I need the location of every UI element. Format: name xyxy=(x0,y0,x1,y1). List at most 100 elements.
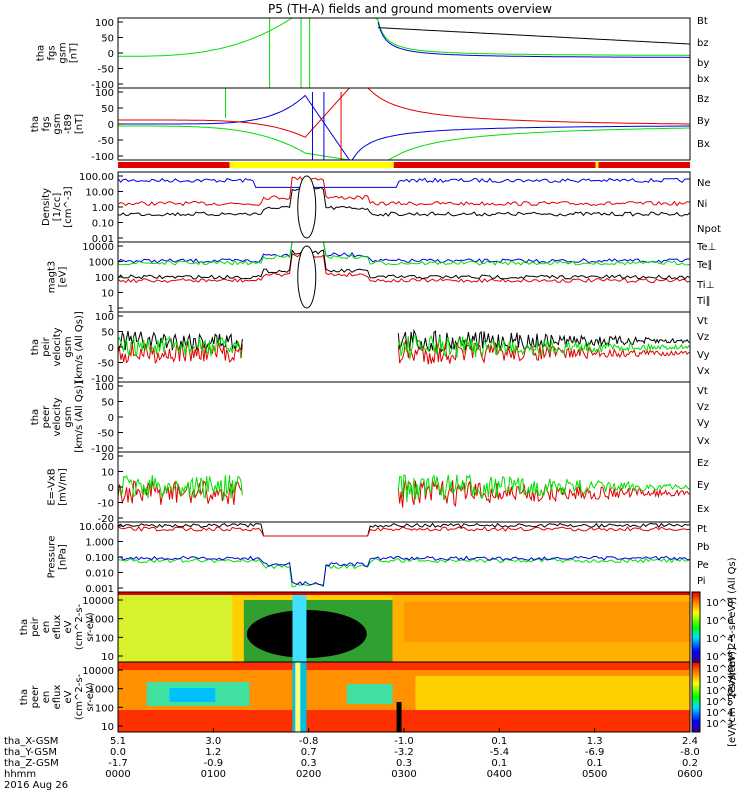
y-tick-label: 0 xyxy=(108,483,114,494)
y-tick-label: -50 xyxy=(98,359,114,370)
legend-ez: Ez xyxy=(697,458,709,469)
legend-pi: Pi xyxy=(697,576,706,587)
y-axis-label: eV xyxy=(63,690,74,703)
y-tick-label: -100 xyxy=(91,80,114,91)
y-tick-label: 0.001 xyxy=(85,584,114,595)
y-tick-label: 0.010 xyxy=(85,569,114,580)
series-ti-par-line xyxy=(117,241,691,266)
x-axis-value: 0.3 xyxy=(396,758,412,769)
legend-vt: Vt xyxy=(697,386,708,397)
y-axis-label: (cm^2-s- xyxy=(74,673,85,720)
spectrogram-region xyxy=(118,592,690,595)
y-axis-label: -t89 xyxy=(63,114,74,134)
x-axis-value: 0.1 xyxy=(587,758,603,769)
y-axis-label: gsm xyxy=(58,42,69,63)
series-bt-line xyxy=(377,27,691,45)
x-axis-value: -0.9 xyxy=(204,758,224,769)
y-tick-label: -100 xyxy=(91,152,114,163)
spectrogram-region xyxy=(404,602,690,642)
y-axis-label: eV xyxy=(63,620,74,633)
y-tick-label: 10 xyxy=(101,289,114,300)
y-tick-label: 10000 xyxy=(82,242,114,253)
series-te-par-line xyxy=(117,249,691,280)
legend-bz: Bz xyxy=(697,94,709,105)
series-bx-line xyxy=(118,94,690,161)
mode-bar xyxy=(118,162,690,168)
y-axis-label: (cm^2-s- xyxy=(74,603,85,650)
x-axis-value: 1.2 xyxy=(205,747,221,758)
y-axis-label: tha xyxy=(30,116,41,132)
y-tick-label: -20 xyxy=(98,514,114,525)
y-axis-label: [eV] xyxy=(58,267,69,288)
colorbar-tick: 10^3 xyxy=(706,719,733,730)
plot-title: P5 (TH-A) fields and ground moments over… xyxy=(268,2,552,16)
series-ni-line xyxy=(118,186,691,217)
y-axis-label: gsm xyxy=(63,336,74,357)
series-by-line xyxy=(118,17,690,57)
series-te-perp-line xyxy=(117,253,691,284)
colorbar-tick: 10^8 xyxy=(706,598,733,609)
series-vt-noise xyxy=(397,328,691,353)
y-tick-label: 10 xyxy=(101,722,114,733)
series-pb-line xyxy=(117,526,691,537)
series-pt-line xyxy=(117,522,691,537)
x-axis-value: 0.2 xyxy=(682,758,698,769)
y-axis-label: [nT] xyxy=(74,114,85,134)
series-by-line xyxy=(118,125,690,161)
y-axis-label: sr-eV) xyxy=(85,612,96,641)
mode-bar-segment xyxy=(393,162,596,168)
colorbars: 10^810^610^410^210^810^710^610^510^410^3… xyxy=(691,557,738,747)
y-tick-label: 0 xyxy=(108,49,114,60)
y-tick-label: 100.00 xyxy=(79,172,114,183)
legend-ni: Ni xyxy=(697,199,707,210)
y-axis-label: velocity xyxy=(52,397,63,436)
spectrogram-region xyxy=(118,592,233,662)
y-axis-label: tha xyxy=(19,619,30,635)
date-label: 2016 Aug 26 xyxy=(4,780,68,791)
y-axis-label: [nPa] xyxy=(58,544,69,570)
x-axis-value: -1.0 xyxy=(394,736,414,747)
y-axis-label: eflux xyxy=(52,615,63,640)
x-axis-value: 0.3 xyxy=(301,758,317,769)
x-axis-value: -0.8 xyxy=(299,736,319,747)
spectrogram-region xyxy=(169,688,216,702)
y-axis-label: en xyxy=(41,691,52,704)
series-vy-noise xyxy=(117,475,243,501)
legend-pb: Pb xyxy=(697,542,709,553)
y-axis-label: [km/s (All Qs)] xyxy=(74,311,85,383)
y-axis-label: Pressure xyxy=(47,536,58,579)
y-tick-label: 10000 xyxy=(82,666,114,677)
spectrogram-region xyxy=(415,676,690,710)
panel-density: 100.00 10.00 1.00 0.10 0.01 Ne Ni Npot Density [1… xyxy=(41,171,721,245)
panel-frame xyxy=(117,381,691,453)
y-tick-label: 100 xyxy=(95,633,114,644)
y-axis-label: [nT] xyxy=(69,43,80,63)
x-axis-value: -3.2 xyxy=(394,747,414,758)
x-axis-value: 0.1 xyxy=(491,736,507,747)
legend-by: By xyxy=(697,116,710,127)
x-axis-row-label: hhmm xyxy=(4,769,36,780)
x-axis-value: 0.0 xyxy=(110,747,126,758)
y-tick-label: -10 xyxy=(98,499,114,510)
legend-pe: Pe xyxy=(697,560,709,571)
x-axis-value: 2.4 xyxy=(682,736,698,747)
y-axis-label: peer xyxy=(41,405,52,429)
spectrogram-region xyxy=(346,684,393,704)
y-tick-label: 10000 xyxy=(82,596,114,607)
y-axis-label: [cm^-3] xyxy=(63,186,74,227)
colorbar-tick: 10^4 xyxy=(706,634,733,645)
series-vy-noise xyxy=(397,334,691,360)
series-npot-line xyxy=(117,177,691,188)
colorbar-label: [eV/(cm^2-s-sr-eV)] (All Qs) xyxy=(727,557,738,696)
y-axis-label: E=-VxB xyxy=(47,468,58,505)
y-axis-label: peir xyxy=(41,336,52,356)
legend-pt: Pt xyxy=(697,524,707,535)
x-axis-value: 0200 xyxy=(296,769,321,780)
series-ti-perp-line xyxy=(117,241,691,264)
legend-vy: Vy xyxy=(697,350,710,361)
mode-bar-segment xyxy=(595,162,599,168)
y-axis-label: tha xyxy=(30,409,41,425)
panel-fgs_dip: 100 50 0 -50 -100 Bz By Bx tha fgs gsm -t89 [nT] xyxy=(30,87,710,163)
y-axis-label: eflux xyxy=(52,685,63,710)
